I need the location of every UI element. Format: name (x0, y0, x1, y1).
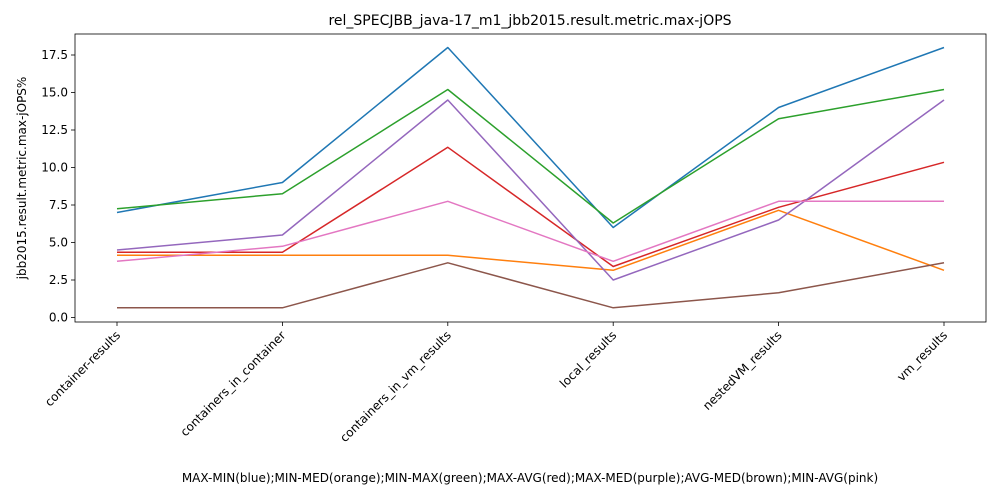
x-axis-label: MAX-MIN(blue);MIN-MED(orange);MIN-MAX(gr… (182, 471, 878, 485)
series-line-3 (117, 146, 945, 268)
y-tick-label: 2.5 (49, 273, 68, 287)
x-tick-label: vm_results (894, 328, 950, 384)
y-axis-label: jbb2015.result.metric.max-jOPS% (15, 77, 29, 281)
series-layer (116, 46, 945, 309)
plot-frame (74, 33, 987, 323)
series-line-0 (116, 46, 945, 229)
chart-title: rel_SPECJBB_java-17_m1_jbb2015.result.me… (328, 13, 731, 29)
x-tick-label: containers_in_container (178, 328, 289, 439)
x-tick-label: container-results (42, 328, 123, 409)
x-tick-label: local_results (557, 328, 619, 390)
series-line-5 (117, 262, 945, 309)
series-line-2 (116, 88, 945, 224)
x-axis: container-results containers_in_container… (42, 322, 950, 445)
y-tick-label: 15.0 (41, 86, 68, 100)
y-tick-label: 12.5 (41, 123, 68, 137)
y-tick-label: 10.0 (41, 161, 68, 175)
y-tick-label: 17.5 (41, 48, 68, 62)
y-axis: 0.0 2.5 5.0 7.5 10.0 12.5 15.0 17.5 (41, 48, 75, 325)
x-tick-label: containers_in_vm_results (337, 328, 454, 445)
y-tick-label: 7.5 (49, 198, 68, 212)
y-tick-label: 0.0 (49, 311, 68, 325)
x-tick-label: nestedVM_results (700, 328, 785, 413)
plot-area (74, 33, 987, 323)
series-line-4 (116, 99, 945, 281)
series-line-6 (116, 200, 944, 263)
series-line-1 (117, 209, 945, 272)
y-tick-label: 5.0 (49, 236, 68, 250)
